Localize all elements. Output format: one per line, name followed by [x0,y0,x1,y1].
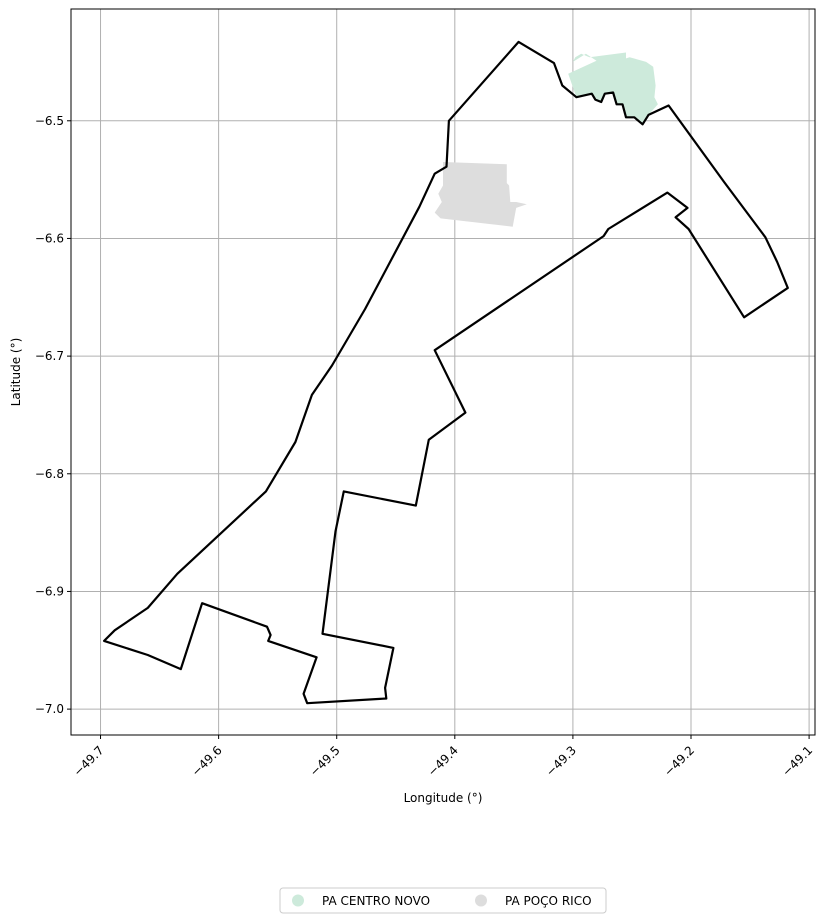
plot-frame [70,8,816,736]
region-layer [434,52,658,227]
study-area-boundary [102,40,789,705]
x-axis: −49.7 −49.6 −49.5 −49.4 −49.3 −49.2 −49.1 [71,735,815,779]
grid-lines [71,9,815,735]
x-tick-label: −49.6 [189,743,225,779]
x-tick-label: −49.5 [307,743,343,779]
x-tick-label: −49.1 [779,743,815,779]
y-tick-label: −7.0 [35,702,64,716]
x-tick-label: −49.3 [543,743,579,779]
y-axis: −6.5 −6.6 −6.7 −6.8 −6.9 −7.0 [35,114,71,716]
legend-label-centro-novo: PA CENTRO NOVO [322,894,430,908]
legend-swatch-poco-rico [475,894,487,907]
y-axis-title: Latitude (°) [9,338,23,407]
y-tick-label: −6.6 [35,231,64,245]
x-tick-label: −49.7 [71,743,107,779]
x-axis-title: Longitude (°) [404,791,483,805]
y-tick-label: −6.7 [35,349,64,363]
y-tick-label: −6.9 [35,584,64,598]
legend-label-poco-rico: PA POÇO RICO [505,894,592,908]
x-tick-label: −49.2 [661,743,697,779]
region-poco-rico [434,162,527,227]
legend-swatch-centro-novo [292,894,304,907]
y-tick-label: −6.5 [35,114,64,128]
legend-frame [279,887,607,914]
y-tick-label: −6.8 [35,467,64,481]
x-tick-label: −49.4 [425,743,461,779]
region-centro-novo [568,52,658,125]
legend: PA CENTRO NOVO PA POÇO RICO [279,887,607,914]
